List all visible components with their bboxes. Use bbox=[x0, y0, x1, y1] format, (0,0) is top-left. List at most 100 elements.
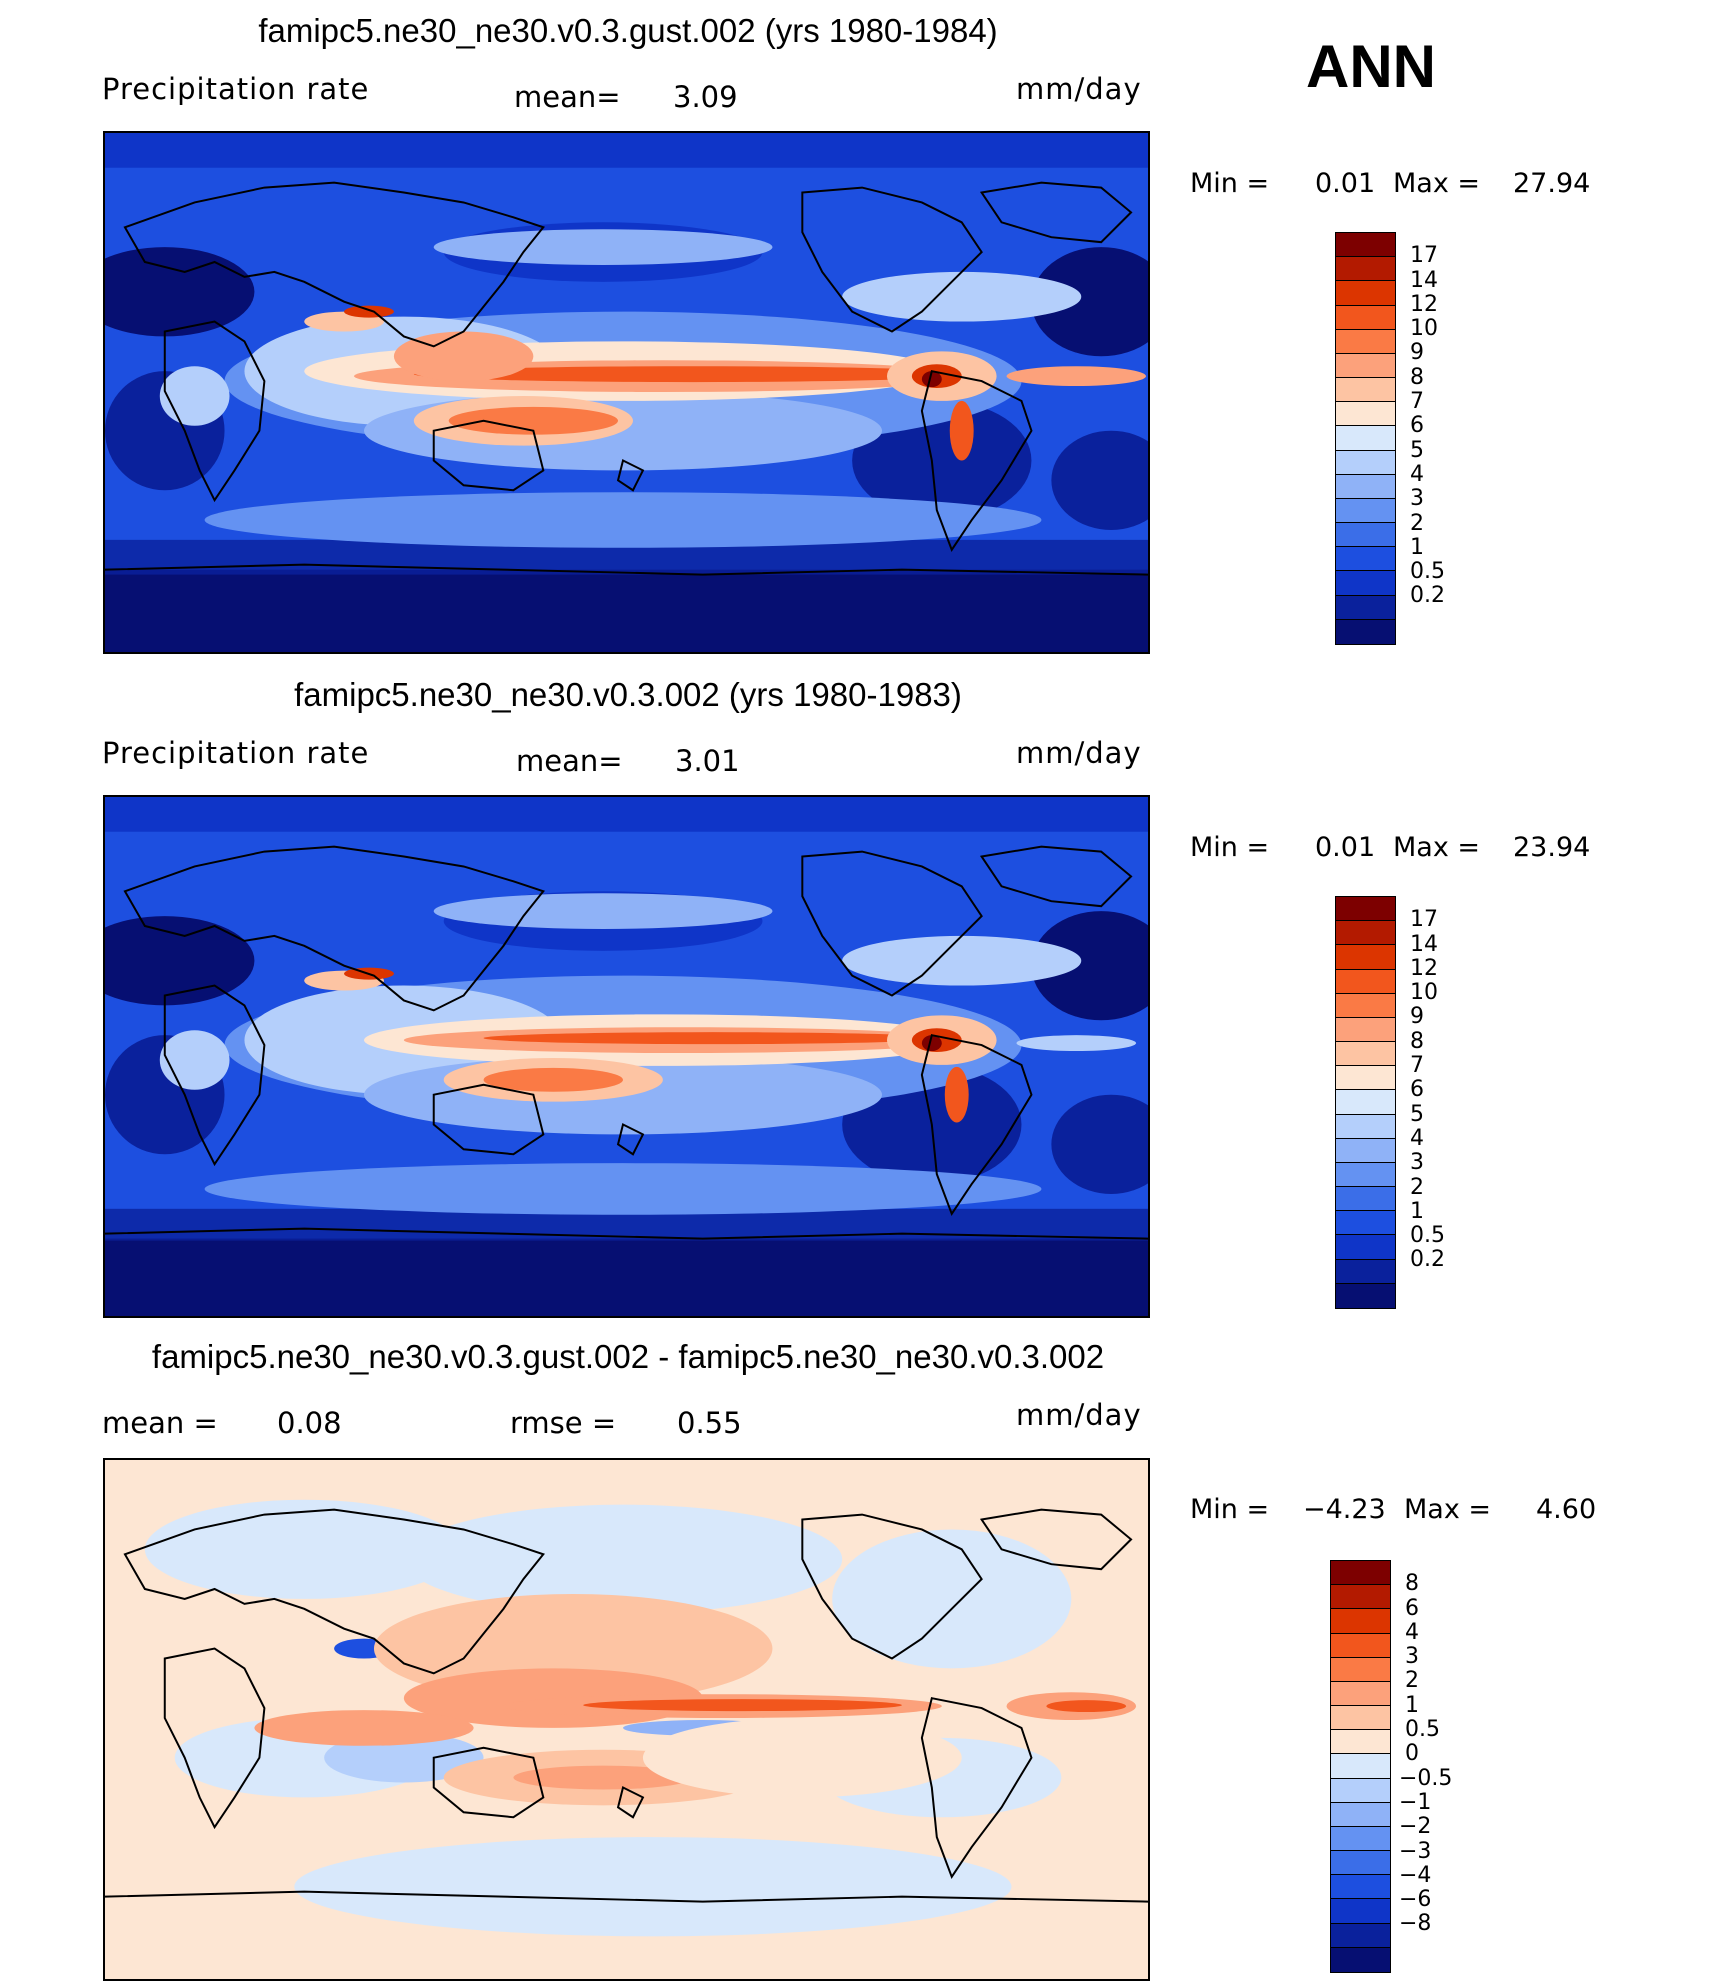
panel-diff-colorbar-labels: 8 6 4 3 2 1 0.5 0 −0.5 −1 −2 −3 −4 −6 −8 bbox=[1399, 1560, 1525, 1973]
colorbar-tick-label: 10 bbox=[1410, 980, 1438, 1006]
precip-difference-field bbox=[105, 1460, 1148, 1979]
colorbar-swatch bbox=[1336, 1090, 1395, 1115]
colorbar-swatch bbox=[1336, 1259, 1395, 1284]
colorbar-tick-label: 0.2 bbox=[1410, 583, 1445, 609]
colorbar-tick-label: 3 bbox=[1410, 486, 1424, 512]
panel-test-colorbar bbox=[1335, 232, 1396, 645]
colorbar-tick-label: 7 bbox=[1410, 1053, 1424, 1079]
colorbar-swatch bbox=[1336, 426, 1395, 451]
colorbar-swatch bbox=[1336, 353, 1395, 379]
panel-diff-colorbar bbox=[1330, 1560, 1391, 1973]
colorbar-tick-label: 7 bbox=[1410, 389, 1424, 415]
colorbar-swatch bbox=[1331, 1947, 1390, 1972]
colorbar-tick-label: 14 bbox=[1410, 931, 1438, 957]
colorbar-tick-label: 8 bbox=[1410, 364, 1424, 390]
colorbar-swatch bbox=[1336, 1114, 1395, 1139]
panel-test-min-label: Min = bbox=[1190, 168, 1270, 199]
panel-test-colorbar-labels: 17 14 12 10 9 8 7 6 5 4 3 2 1 0.5 0.2 bbox=[1410, 232, 1530, 645]
colorbar-swatch bbox=[1331, 1706, 1390, 1731]
colorbar-swatch bbox=[1336, 378, 1395, 403]
panel-diff-title: famipc5.ne30_ne30.v0.3.gust.002 - famipc… bbox=[151, 1338, 1105, 1375]
colorbar-tick-label: −8 bbox=[1399, 1911, 1432, 1937]
colorbar-tick-label: 8 bbox=[1410, 1028, 1424, 1054]
colorbar-swatch bbox=[1336, 1042, 1395, 1067]
panel-control-title: famipc5.ne30_ne30.v0.3.002 (yrs 1980-198… bbox=[294, 676, 962, 713]
colorbar-swatch bbox=[1336, 921, 1395, 946]
colorbar-tick-label: −0.5 bbox=[1399, 1765, 1453, 1791]
colorbar-tick-label: 3 bbox=[1410, 1150, 1424, 1176]
colorbar-swatch bbox=[1331, 1730, 1390, 1755]
colorbar-swatch bbox=[1331, 1802, 1390, 1827]
colorbar-tick-label: 3 bbox=[1405, 1644, 1419, 1670]
colorbar-tick-label: 6 bbox=[1410, 1077, 1424, 1103]
colorbar-tick-label: 4 bbox=[1410, 461, 1424, 487]
panel-control-map bbox=[103, 795, 1150, 1318]
colorbar-tick-label: 5 bbox=[1410, 437, 1424, 463]
colorbar-tick-label: 8 bbox=[1405, 1571, 1419, 1597]
panel-control-mean-label: mean= bbox=[516, 744, 623, 778]
panel-test-mean-value: 3.09 bbox=[673, 80, 738, 114]
colorbar-tick-label: −6 bbox=[1399, 1887, 1432, 1913]
panel-diff-rmse-value: 0.55 bbox=[677, 1406, 742, 1440]
colorbar-swatch bbox=[1336, 547, 1395, 572]
season-label: ANN bbox=[1306, 33, 1436, 100]
colorbar-swatch bbox=[1336, 1017, 1395, 1043]
colorbar-swatch bbox=[1331, 1657, 1390, 1682]
colorbar-tick-label: −3 bbox=[1399, 1838, 1432, 1864]
colorbar-tick-label: −1 bbox=[1399, 1789, 1432, 1815]
colorbar-tick-label: 2 bbox=[1405, 1668, 1419, 1694]
colorbar-tick-label: 4 bbox=[1410, 1125, 1424, 1151]
colorbar-swatch bbox=[1336, 969, 1395, 994]
panel-diff-min-value: −4.23 bbox=[1303, 1494, 1386, 1525]
colorbar-swatch bbox=[1336, 993, 1395, 1018]
panel-control-colorbar-labels: 17 14 12 10 9 8 7 6 5 4 3 2 1 0.5 0.2 bbox=[1410, 896, 1530, 1309]
colorbar-tick-label: 12 bbox=[1410, 955, 1438, 981]
colorbar-tick-label: 9 bbox=[1410, 1004, 1424, 1030]
colorbar-tick-label: 4 bbox=[1405, 1619, 1419, 1645]
colorbar-swatch bbox=[1336, 281, 1395, 306]
colorbar-swatch bbox=[1336, 1162, 1395, 1188]
colorbar-tick-label: 1 bbox=[1410, 1198, 1424, 1224]
colorbar-swatch bbox=[1336, 1066, 1395, 1091]
panel-test-map bbox=[103, 131, 1150, 654]
panel-test-min-value: 0.01 bbox=[1315, 168, 1376, 199]
panel-test-units: mm/day bbox=[1016, 72, 1142, 106]
panel-diff-map bbox=[103, 1458, 1150, 1981]
colorbar-tick-label: 2 bbox=[1410, 510, 1424, 536]
colorbar-swatch bbox=[1336, 1187, 1395, 1212]
colorbar-tick-label: 2 bbox=[1410, 1174, 1424, 1200]
colorbar-swatch bbox=[1336, 329, 1395, 354]
colorbar-tick-label: 17 bbox=[1410, 243, 1438, 269]
panel-control-min-value: 0.01 bbox=[1315, 832, 1376, 863]
colorbar-tick-label: 1 bbox=[1405, 1692, 1419, 1718]
precip-field-control bbox=[105, 797, 1148, 1316]
colorbar-swatch bbox=[1336, 1283, 1395, 1308]
colorbar-swatch bbox=[1336, 1138, 1395, 1163]
colorbar-tick-label: 0.5 bbox=[1410, 559, 1445, 585]
colorbar-tick-label: 6 bbox=[1405, 1595, 1419, 1621]
panel-diff-max-label: Max = bbox=[1404, 1494, 1492, 1525]
colorbar-tick-label: 6 bbox=[1410, 413, 1424, 439]
panel-test-max-value: 27.94 bbox=[1513, 168, 1591, 199]
colorbar-swatch bbox=[1336, 571, 1395, 596]
panel-control-max-label: Max = bbox=[1393, 832, 1481, 863]
colorbar-tick-label: 14 bbox=[1410, 267, 1438, 293]
panel-test-mean-label: mean= bbox=[514, 80, 621, 114]
colorbar-swatch bbox=[1331, 1923, 1390, 1948]
colorbar-swatch bbox=[1331, 1778, 1390, 1803]
panel-diff-mean-value: 0.08 bbox=[277, 1406, 342, 1440]
panel-test-title: famipc5.ne30_ne30.v0.3.gust.002 (yrs 198… bbox=[258, 12, 998, 49]
colorbar-swatch bbox=[1336, 945, 1395, 970]
colorbar-tick-label: 17 bbox=[1410, 907, 1438, 933]
colorbar-tick-label: 10 bbox=[1410, 316, 1438, 342]
colorbar-swatch bbox=[1336, 619, 1395, 644]
colorbar-tick-label: 0.5 bbox=[1405, 1717, 1440, 1743]
colorbar-swatch bbox=[1331, 1585, 1390, 1610]
panel-control-mean-value: 3.01 bbox=[675, 744, 740, 778]
panel-diff-min-label: Min = bbox=[1190, 1494, 1270, 1525]
colorbar-swatch bbox=[1336, 402, 1395, 427]
colorbar-swatch bbox=[1336, 305, 1395, 330]
colorbar-swatch bbox=[1331, 1561, 1390, 1586]
colorbar-swatch bbox=[1336, 498, 1395, 524]
panel-control-variable-label: Precipitation rate bbox=[102, 736, 370, 770]
